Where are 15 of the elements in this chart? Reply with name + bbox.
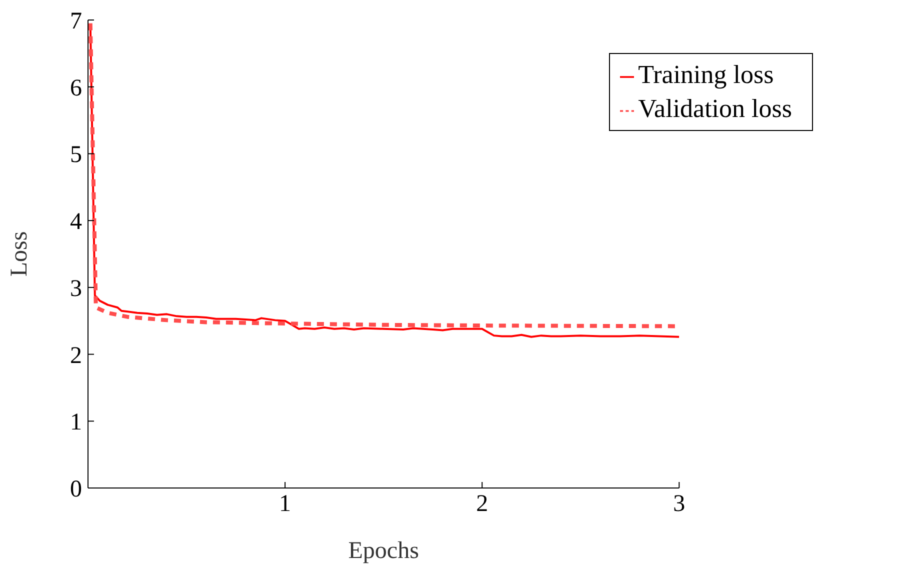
y-tick-label: 2 <box>70 342 82 369</box>
y-tick-label: 1 <box>70 410 82 436</box>
y-axis-title: Loss <box>6 231 33 277</box>
legend-label: Training loss <box>638 60 774 89</box>
y-tick-label: 7 <box>70 8 82 35</box>
x-tick-label: 1 <box>279 491 292 518</box>
x-tick-label: 3 <box>673 491 686 518</box>
y-tick-label: 3 <box>70 276 82 302</box>
legend-label: Validation loss <box>638 94 792 123</box>
y-tick-label: 4 <box>70 209 82 236</box>
y-tick-label: 0 <box>70 476 82 503</box>
y-tick-label: 6 <box>70 75 82 102</box>
y-tick-label: 5 <box>70 142 82 168</box>
x-tick-label: 2 <box>476 491 488 518</box>
x-axis-title: Epochs <box>348 538 419 564</box>
